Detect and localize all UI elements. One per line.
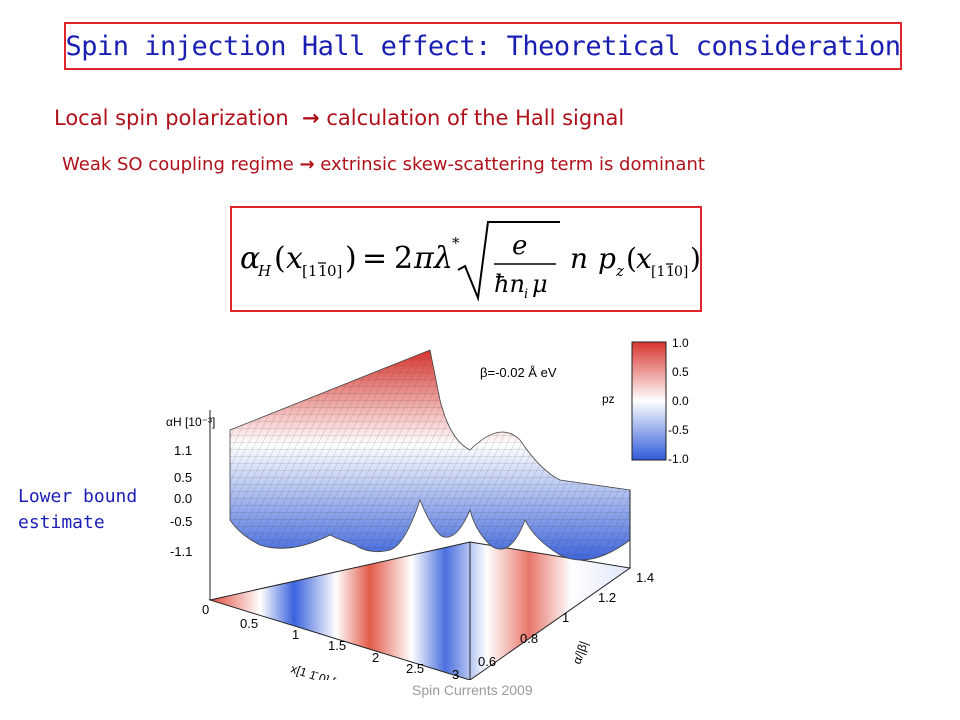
side-note-line1: Lower bound bbox=[18, 486, 138, 507]
formula-box: α H ( x [1 1 0] ) = 2 π λ * e ħn i μ n p… bbox=[230, 206, 702, 312]
surface-mesh bbox=[229, 349, 631, 561]
svg-text:=: = bbox=[362, 241, 387, 276]
svg-text:α: α bbox=[240, 241, 260, 276]
x-tick: 1.5 bbox=[328, 638, 346, 653]
line-weak-so: Weak SO coupling regime → extrinsic skew… bbox=[62, 154, 705, 175]
x-tick: 2.5 bbox=[406, 661, 424, 676]
side-note-line2: estimate bbox=[18, 512, 105, 533]
line1-part2: calculation of the Hall signal bbox=[326, 106, 625, 130]
svg-text:n: n bbox=[570, 242, 588, 275]
arrow-icon: → bbox=[299, 154, 315, 175]
y-tick: 1.4 bbox=[636, 570, 654, 585]
svg-text:ħn: ħn bbox=[494, 270, 525, 298]
svg-text:H: H bbox=[257, 262, 272, 280]
footer: Spin Currents 2009 bbox=[412, 682, 533, 698]
svg-text:p: p bbox=[598, 242, 616, 275]
colorbar-tick: 1.0 bbox=[672, 336, 689, 350]
x-tick: 1 bbox=[292, 627, 299, 642]
line2-part1: Weak SO coupling regime bbox=[62, 154, 294, 175]
y-tick: 1 bbox=[562, 610, 569, 625]
line1-part1: Local spin polarization bbox=[54, 106, 289, 130]
beta-label: β=-0.02 Å eV bbox=[480, 365, 557, 380]
z-tick: 1.1 bbox=[174, 443, 192, 458]
svg-text:x: x bbox=[286, 241, 303, 276]
x-tick: 0 bbox=[202, 602, 209, 617]
z-axis-label: αH [10⁻³] bbox=[166, 415, 215, 429]
svg-text:z: z bbox=[615, 262, 624, 280]
svg-text:(: ( bbox=[626, 242, 637, 275]
z-tick: -0.5 bbox=[170, 514, 192, 529]
x-axis-label: x[1 1̄ 0] [μm] bbox=[289, 662, 356, 680]
axis-frame bbox=[209, 410, 631, 680]
colorbar-label: pz bbox=[602, 392, 615, 406]
arrow-icon: → bbox=[302, 106, 320, 130]
svg-text:2: 2 bbox=[394, 241, 413, 276]
colorbar-tick: 0.5 bbox=[672, 365, 689, 379]
z-tick: 0.0 bbox=[174, 491, 192, 506]
line-local-spin: Local spin polarization → calculation of… bbox=[54, 106, 624, 130]
slide-title: Spin injection Hall effect: Theoretical … bbox=[65, 30, 901, 62]
colorbar-tick: -1.0 bbox=[668, 452, 689, 466]
y-axis: 0.6 0.8 1 1.2 1.4 α/|β| bbox=[478, 570, 654, 669]
svg-text:1: 1 bbox=[318, 262, 328, 280]
svg-text:[1: [1 bbox=[651, 264, 665, 280]
x-tick: 2 bbox=[372, 650, 379, 665]
y-tick: 1.2 bbox=[598, 590, 616, 605]
svg-text:[1: [1 bbox=[302, 262, 317, 280]
svg-text:0]: 0] bbox=[674, 264, 688, 280]
svg-text:(: ( bbox=[274, 241, 286, 276]
svg-text:x: x bbox=[636, 242, 652, 275]
svg-text:): ) bbox=[345, 241, 357, 276]
y-axis-label: α/|β| bbox=[570, 639, 591, 666]
colorbar: pz 1.0 0.5 0.0 -0.5 -1.0 bbox=[602, 336, 689, 466]
svg-text:i: i bbox=[524, 287, 528, 302]
svg-text:e: e bbox=[512, 231, 527, 261]
colorbar-tick: -0.5 bbox=[668, 423, 689, 437]
svg-text:μ: μ bbox=[532, 270, 548, 298]
formula: α H ( x [1 1 0] ) = 2 π λ * e ħn i μ n p… bbox=[240, 221, 700, 302]
line2-part2: extrinsic skew-scattering term is domina… bbox=[320, 154, 705, 175]
svg-text:1: 1 bbox=[666, 264, 675, 280]
z-axis: αH [10⁻³] 1.1 0.5 0.0 -0.5 -1.1 bbox=[166, 415, 215, 559]
colorbar-tick: 0.0 bbox=[672, 394, 689, 408]
side-note: Lower bound estimate bbox=[18, 484, 137, 536]
y-tick: 0.8 bbox=[520, 631, 538, 646]
svg-text:*: * bbox=[452, 234, 460, 252]
title-box: Spin injection Hall effect: Theoretical … bbox=[64, 22, 902, 70]
y-tick: 0.6 bbox=[478, 654, 496, 669]
svg-text:π: π bbox=[413, 241, 435, 276]
surface-plot: αH [10⁻³] 1.1 0.5 0.0 -0.5 -1.1 0 0.5 1 … bbox=[140, 330, 700, 695]
x-tick: 3 bbox=[452, 667, 459, 680]
z-tick: 0.5 bbox=[174, 470, 192, 485]
svg-text:): ) bbox=[690, 242, 700, 275]
svg-text:0]: 0] bbox=[327, 262, 342, 280]
z-tick: -1.1 bbox=[170, 544, 192, 559]
svg-text:λ: λ bbox=[433, 241, 453, 276]
x-tick: 0.5 bbox=[240, 616, 258, 631]
